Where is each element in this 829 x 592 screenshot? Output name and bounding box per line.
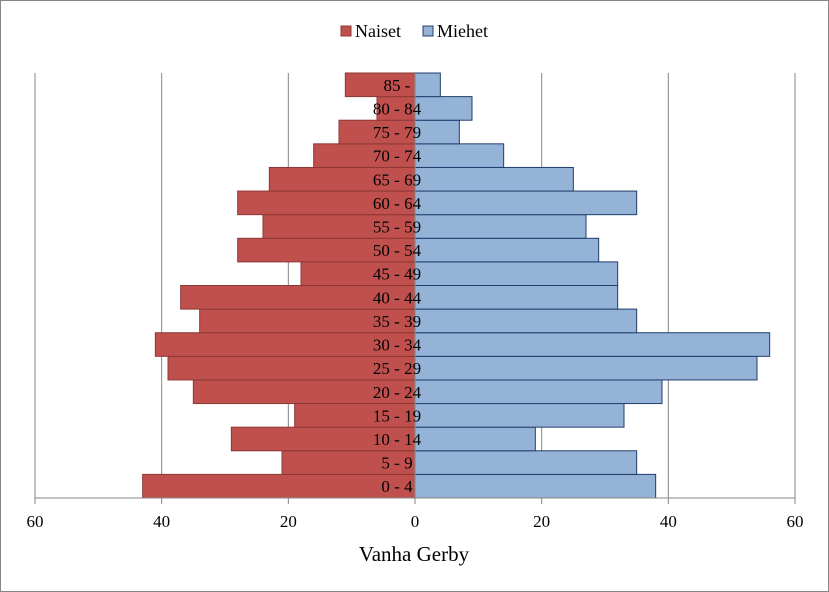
bar-miehet-0-4 xyxy=(414,473,657,499)
x-tick-label: 20 xyxy=(280,512,297,531)
category-label: 20 - 24 xyxy=(373,383,422,402)
bar-miehet-55-59 xyxy=(414,214,587,239)
legend-label-miehet: Miehet xyxy=(437,21,488,41)
category-label: 60 - 64 xyxy=(373,194,422,213)
category-label: 40 - 44 xyxy=(373,288,422,307)
x-tick-label: 60 xyxy=(27,512,44,531)
bar-miehet-5-9 xyxy=(414,450,638,475)
x-tick-label: 40 xyxy=(660,512,677,531)
category-label: 35 - 39 xyxy=(373,312,421,331)
bar-miehet-65-69 xyxy=(414,166,574,192)
legend-swatch-naiset xyxy=(340,25,352,37)
bar-naiset-0-4 xyxy=(142,473,416,499)
x-tick-label: 40 xyxy=(153,512,170,531)
bar-miehet-70-74 xyxy=(414,143,505,168)
category-label: 70 - 74 xyxy=(373,147,422,166)
bar-miehet-85 xyxy=(414,72,441,98)
bar-miehet-30-34 xyxy=(414,332,771,357)
category-label: 5 - 9 xyxy=(381,454,412,473)
x-axis: 60 40 20 0 20 40 60 xyxy=(27,73,804,531)
legend-swatch-miehet xyxy=(422,25,434,37)
legend: Naiset Miehet xyxy=(340,21,488,41)
category-label: 15 - 19 xyxy=(373,406,421,425)
category-label: 65 - 69 xyxy=(373,170,421,189)
category-label: 25 - 29 xyxy=(373,359,421,378)
category-label: 0 - 4 xyxy=(381,477,413,496)
category-label: 10 - 14 xyxy=(373,430,422,449)
bar-miehet-75-79 xyxy=(414,119,460,145)
category-label: 45 - 49 xyxy=(373,265,421,284)
bar-miehet-25-29 xyxy=(414,355,758,381)
x-tick-label: 20 xyxy=(533,512,550,531)
bar-miehet-35-39 xyxy=(414,308,638,334)
category-label: 30 - 34 xyxy=(373,336,422,355)
bar-miehet-15-19 xyxy=(414,403,625,428)
bars xyxy=(142,72,771,499)
x-tick-label: 60 xyxy=(787,512,804,531)
category-label: 80 - 84 xyxy=(373,99,422,118)
bar-miehet-80-84 xyxy=(414,96,473,121)
legend-label-naiset: Naiset xyxy=(355,21,401,41)
bar-miehet-60-64 xyxy=(414,190,638,216)
bar-miehet-50-54 xyxy=(414,237,600,263)
category-label: 50 - 54 xyxy=(373,241,422,260)
x-tick-label: 0 xyxy=(411,512,420,531)
bar-miehet-45-49 xyxy=(414,261,619,286)
x-axis-title: Vanha Gerby xyxy=(359,542,470,566)
category-labels: 0 - 4 5 - 9 10 - 14 15 - 19 20 - 24 25 - 29 30… xyxy=(373,76,422,496)
bar-miehet-20-24 xyxy=(414,379,663,405)
bar-miehet-40-44 xyxy=(414,285,619,310)
category-label: 75 - 79 xyxy=(373,123,421,142)
category-label: 85 - xyxy=(384,76,411,95)
category-label: 55 - 59 xyxy=(373,217,421,236)
bar-miehet-10-14 xyxy=(414,426,536,452)
